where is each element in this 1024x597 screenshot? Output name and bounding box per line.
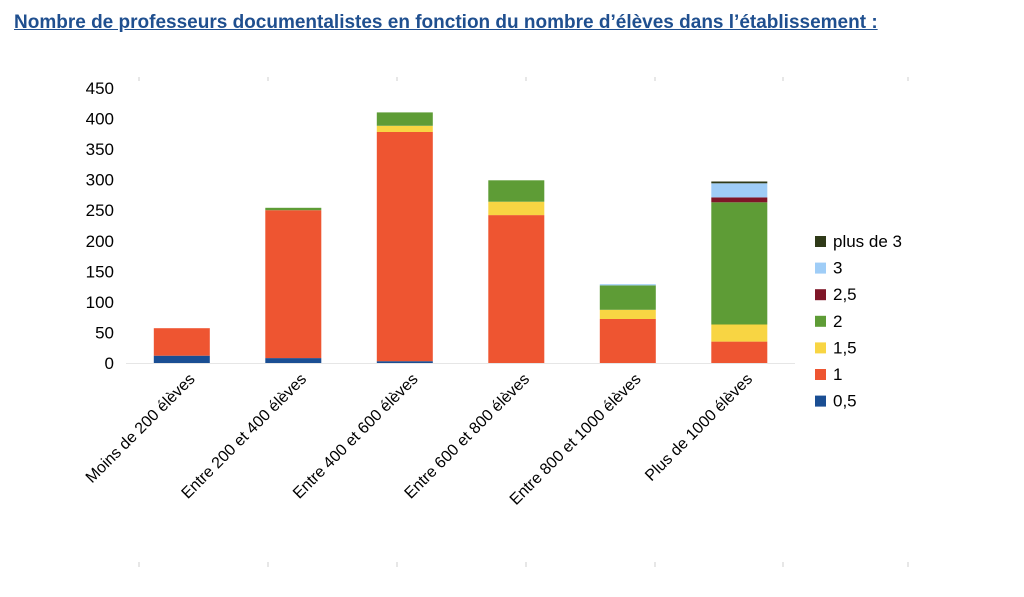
bar-segment bbox=[599, 309, 656, 319]
bar-segment bbox=[265, 358, 322, 363]
bar-segment bbox=[488, 215, 545, 363]
bar-segment bbox=[376, 132, 433, 362]
x-tick-label: Moins de 200 élèves bbox=[83, 371, 199, 487]
bar-segment bbox=[599, 319, 656, 363]
legend-label: plus de 3 bbox=[833, 232, 902, 251]
legend-label: 0,5 bbox=[833, 392, 857, 411]
legend-label: 2 bbox=[833, 312, 842, 331]
bar-segment bbox=[599, 284, 656, 286]
legend-swatch bbox=[815, 395, 826, 407]
bar-segment bbox=[711, 341, 768, 363]
x-tick-label: Entre 400 et 600 élèves bbox=[290, 371, 422, 503]
bar-segment bbox=[711, 202, 768, 325]
legend: plus de 3 3 2,5 2 1,5 1 0,5 bbox=[815, 232, 902, 411]
y-tick-label: 100 bbox=[86, 293, 114, 312]
x-tick-label: Entre 800 et 1000 élèves bbox=[507, 371, 645, 509]
bar-segment bbox=[376, 112, 433, 126]
bar-segment bbox=[265, 210, 322, 359]
bars bbox=[153, 112, 768, 363]
page-title: Nombre de professeurs documentalistes en… bbox=[14, 12, 878, 33]
x-tick-label: Entre 600 et 800 élèves bbox=[402, 371, 534, 503]
legend-label: 3 bbox=[833, 259, 842, 278]
y-tick-label: 250 bbox=[86, 201, 114, 220]
legend-swatch bbox=[815, 342, 826, 354]
bar-segment bbox=[711, 183, 768, 198]
y-tick-label: 450 bbox=[86, 79, 114, 98]
bar-segment bbox=[488, 201, 545, 216]
y-tick-label: 300 bbox=[86, 171, 114, 190]
y-tick-label: 400 bbox=[86, 110, 114, 129]
bar-segment bbox=[376, 361, 433, 363]
legend-swatch bbox=[815, 236, 826, 247]
legend-swatch bbox=[815, 315, 826, 327]
bar-segment bbox=[153, 328, 210, 356]
y-tick-label: 150 bbox=[86, 262, 114, 281]
bar-segment bbox=[153, 355, 210, 363]
legend-label: 1 bbox=[833, 365, 842, 384]
y-tick-label: 50 bbox=[95, 323, 114, 342]
y-tick-label: 0 bbox=[105, 354, 114, 373]
y-tick-label: 200 bbox=[86, 232, 114, 251]
x-tick-label: Plus de 1000 élèves bbox=[642, 371, 756, 485]
bar-segment bbox=[711, 197, 768, 203]
legend-swatch bbox=[815, 289, 826, 301]
bar-segment bbox=[599, 285, 656, 310]
legend-swatch bbox=[815, 369, 826, 380]
frame-ticks bbox=[138, 77, 909, 567]
bar-segment bbox=[711, 181, 768, 184]
bar-segment bbox=[488, 180, 545, 202]
bar-segment bbox=[711, 324, 768, 342]
y-tick-label: 350 bbox=[86, 140, 114, 159]
legend-label: 1,5 bbox=[833, 338, 857, 357]
legend-swatch bbox=[815, 262, 826, 274]
legend-label: 2,5 bbox=[833, 285, 857, 304]
bar-segment bbox=[376, 125, 433, 132]
x-tick-label: Entre 200 et 400 élèves bbox=[179, 371, 311, 503]
y-axis: 0 50 100 150 200 250 300 350 400 450 bbox=[86, 79, 795, 373]
bar-segment bbox=[265, 207, 322, 211]
